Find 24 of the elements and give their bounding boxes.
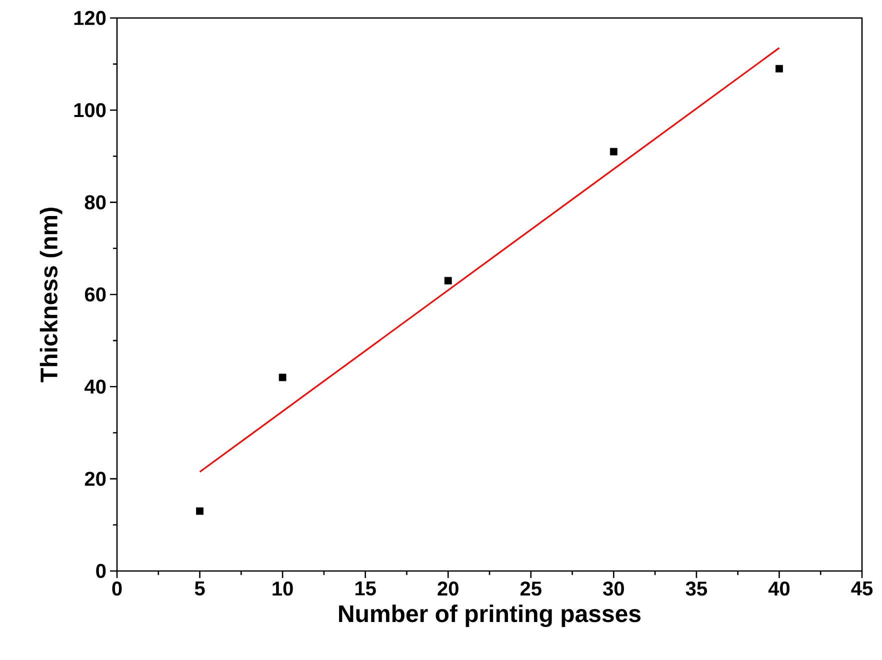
y-tick-label: 20 [84, 472, 106, 486]
point [776, 64, 783, 72]
y-tick-label: 120 [74, 10, 106, 26]
x-tick-label: 10 [272, 582, 293, 596]
point [196, 507, 204, 515]
point [444, 276, 452, 284]
point [610, 148, 618, 156]
x-tick-label: 0 [112, 582, 122, 596]
x-tick-label: 20 [438, 582, 458, 596]
y-tick-label: 0 [96, 564, 106, 578]
y-tick-label: 80 [84, 195, 106, 210]
y-tick-label: 40 [84, 380, 106, 394]
x-tick-label: 30 [603, 582, 624, 596]
x-tick-label: 45 [851, 582, 873, 596]
x-tick-label: 40 [768, 582, 790, 596]
y-tick-label: 60 [84, 287, 106, 302]
x-tick-label: 35 [686, 582, 708, 596]
y-axis-title: Thickness (nm) [40, 208, 62, 382]
x-axis-title: Number of printing passes [339, 604, 641, 628]
y-tick-label: 100 [74, 103, 106, 118]
x-tick-label: 5 [194, 582, 205, 596]
point [278, 374, 286, 382]
x-tick-label: 25 [520, 582, 542, 596]
x-tick-label: 15 [355, 582, 376, 596]
